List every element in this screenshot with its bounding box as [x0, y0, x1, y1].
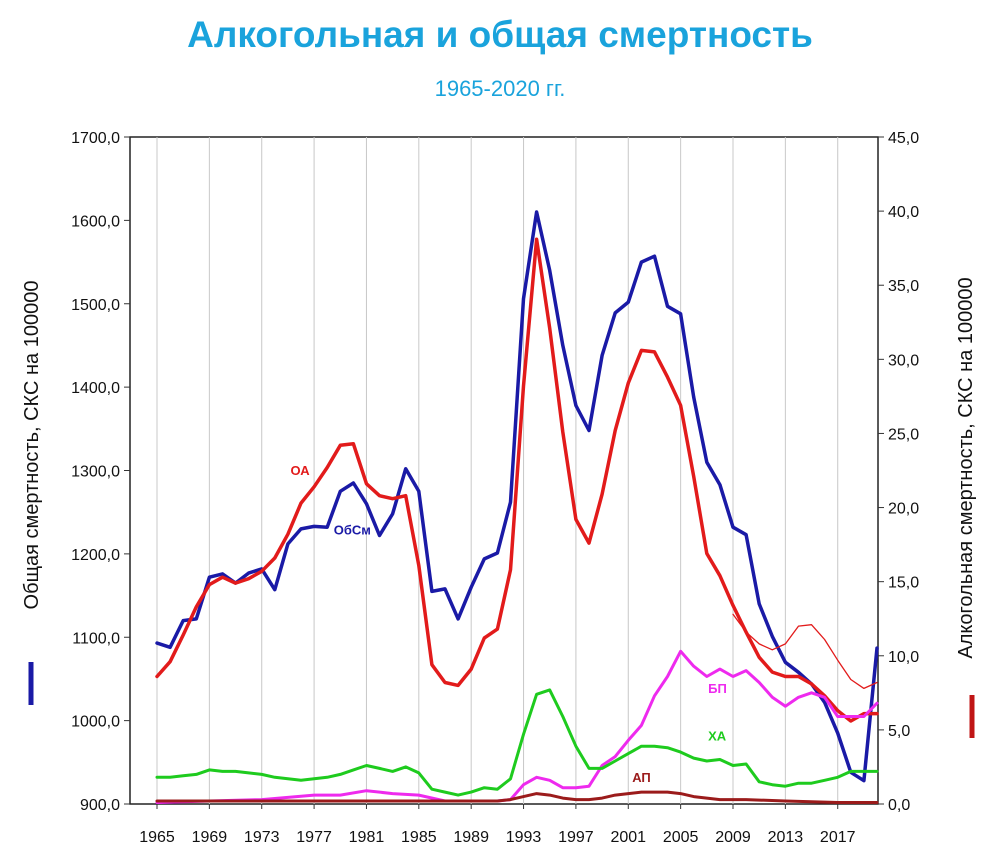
x-tick-label: 1985 — [401, 829, 437, 846]
axis-legend-markers — [28, 662, 975, 738]
right-axis-label: Алкогольная смертность, СКС на 100000 — [955, 277, 977, 658]
x-tick-label: 1973 — [244, 829, 280, 846]
series-label: АП — [632, 770, 651, 785]
y-right-tick-label: 5,0 — [888, 723, 910, 740]
y-left-tick-label: 900,0 — [80, 797, 120, 814]
series-label: ОА — [291, 463, 311, 478]
y-right-tick-label: 10,0 — [888, 649, 919, 666]
y-right-tick-label: 45,0 — [888, 130, 919, 147]
y-right-tick-label: 40,0 — [888, 204, 919, 221]
series-label: ОбСм — [334, 523, 371, 538]
x-tick-label: 1993 — [506, 829, 542, 846]
y-left-tick-label: 1100,0 — [72, 630, 120, 647]
series-label: БП — [708, 681, 727, 696]
x-tick-label: 1989 — [453, 829, 489, 846]
series-line-0 — [155, 210, 879, 783]
x-tick-label: 2009 — [715, 829, 751, 846]
y-left-tick-label: 1000,0 — [71, 714, 120, 731]
y-right-tick-label: 25,0 — [888, 426, 919, 443]
y-left-tick-label: 1700,0 — [71, 130, 120, 147]
y-left-tick-label: 1600,0 — [71, 213, 120, 230]
grid-lines — [156, 137, 839, 804]
series-lines: ОбСм ОА БП ХА АП — [155, 210, 879, 804]
x-tick-label: 2017 — [820, 829, 856, 846]
x-tick-label: 1965 — [139, 829, 175, 846]
y-right-tick-label: 15,0 — [888, 575, 919, 592]
y-left-tick-label: 1200,0 — [71, 547, 120, 564]
y-right-tick-label: 20,0 — [888, 501, 919, 518]
x-tick-label: 2005 — [663, 829, 699, 846]
y-right-tick-label: 30,0 — [888, 352, 919, 369]
axis-ticks: 1965 1969 1973 1977 1981 1985 1989 1993 1997 2001… — [71, 130, 919, 846]
chart-title: Алкогольная и общая смертность — [187, 14, 813, 55]
x-tick-label: 1977 — [296, 829, 332, 846]
left-axis-label: Общая смертность, СКС на 100000 — [21, 281, 43, 610]
series-line-3 — [155, 649, 879, 804]
x-tick-label: 1997 — [558, 829, 594, 846]
plot-area — [129, 136, 879, 805]
x-tick-label: 1969 — [192, 829, 228, 846]
y-right-tick-label: 35,0 — [888, 278, 919, 295]
x-tick-label: 2013 — [768, 829, 804, 846]
chart-subtitle: 1965-2020 гг. — [434, 76, 566, 101]
series-line-5 — [155, 790, 879, 804]
x-tick-label: 1981 — [349, 829, 385, 846]
series-line-1 — [155, 237, 879, 723]
y-left-tick-label: 1500,0 — [71, 297, 120, 314]
y-left-tick-label: 1300,0 — [71, 464, 120, 481]
x-tick-label: 2001 — [610, 829, 646, 846]
series-label: ХА — [708, 728, 727, 743]
y-right-tick-label: 0,0 — [888, 797, 910, 814]
series-line-4 — [155, 688, 879, 797]
series-line-thin-2 — [732, 613, 878, 690]
y-left-tick-label: 1400,0 — [71, 380, 120, 397]
